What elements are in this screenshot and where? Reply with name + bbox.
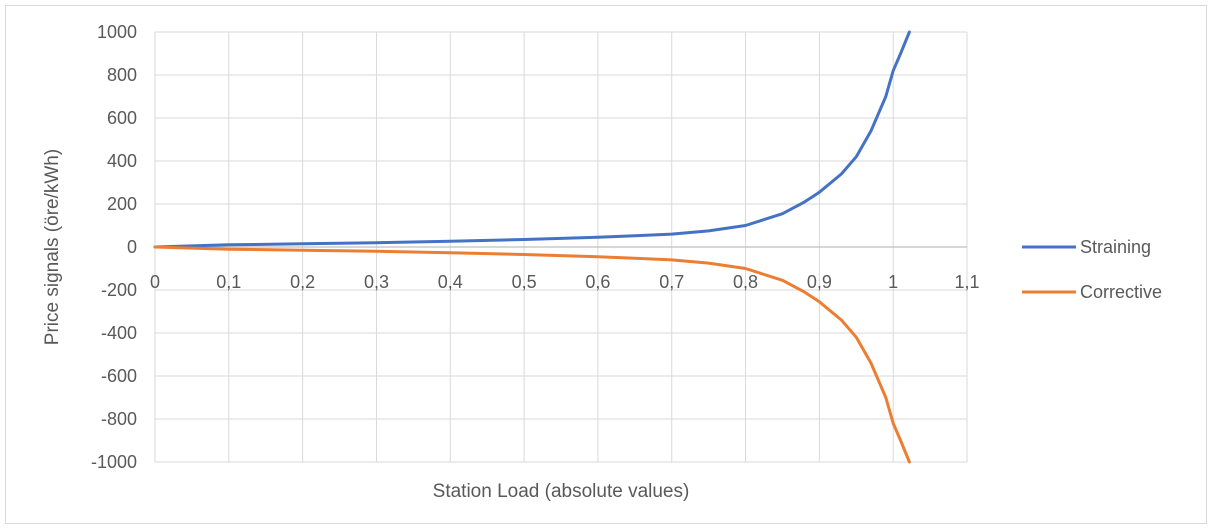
x-tick-label: 1,1 bbox=[954, 272, 979, 292]
chart-frame bbox=[5, 5, 1207, 524]
x-tick-label: 0,8 bbox=[733, 272, 758, 292]
x-tick-label: 0,7 bbox=[659, 272, 684, 292]
x-tick-label: 0,6 bbox=[585, 272, 610, 292]
x-tick-label: 0 bbox=[150, 272, 160, 292]
y-tick-label: 400 bbox=[107, 151, 137, 171]
y-axis-title: Price signals (öre/kWh) bbox=[42, 149, 63, 345]
x-tick-label: 0,1 bbox=[216, 272, 241, 292]
y-tick-label: 600 bbox=[107, 108, 137, 128]
y-tick-label: -200 bbox=[101, 280, 137, 300]
axes bbox=[154, 32, 967, 462]
y-tick-label: -400 bbox=[101, 323, 137, 343]
legend: Straining Corrective bbox=[1022, 237, 1162, 302]
x-tick-label: 0,2 bbox=[290, 272, 315, 292]
x-axis-title: Station Load (absolute values) bbox=[433, 481, 690, 502]
series-line-corrective bbox=[153, 245, 911, 464]
series-line-straining bbox=[153, 30, 911, 249]
x-tick-label: 1 bbox=[888, 272, 898, 292]
series-lines bbox=[153, 30, 911, 464]
y-tick-labels: 1000 800 600 400 200 0 -200 -400 -600 -800 -1000 bbox=[91, 22, 137, 472]
legend-label-straining: Straining bbox=[1080, 237, 1151, 257]
y-tick-label: 1000 bbox=[97, 22, 137, 42]
x-tick-label: 0,9 bbox=[807, 272, 832, 292]
y-tick-label: 800 bbox=[107, 65, 137, 85]
y-tick-label: -1000 bbox=[91, 452, 137, 472]
x-tick-labels: 0 0,1 0,2 0,3 0,4 0,5 0,6 0,7 0,8 0,9 1 1,1 bbox=[150, 272, 980, 292]
legend-label-corrective: Corrective bbox=[1080, 282, 1162, 302]
y-tick-label: -600 bbox=[101, 366, 137, 386]
x-tick-label: 0,3 bbox=[364, 272, 389, 292]
y-tick-label: -800 bbox=[101, 409, 137, 429]
y-tick-label: 200 bbox=[107, 194, 137, 214]
x-tick-label: 0,5 bbox=[512, 272, 537, 292]
x-tick-label: 0,4 bbox=[438, 272, 463, 292]
y-tick-label: 0 bbox=[127, 237, 137, 257]
